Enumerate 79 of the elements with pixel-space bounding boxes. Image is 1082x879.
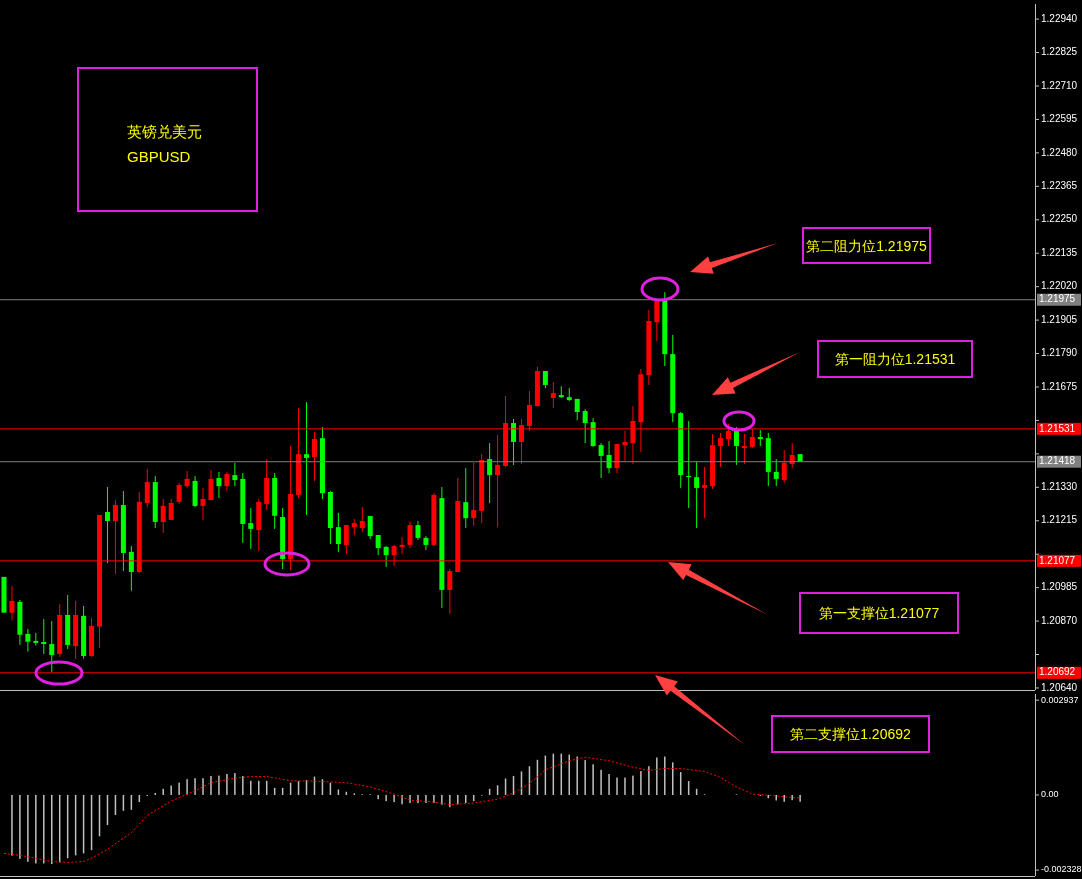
candlestick xyxy=(407,521,413,549)
candlestick xyxy=(383,545,389,568)
y-tick-label: 0.00 xyxy=(1041,789,1059,800)
candlestick xyxy=(359,506,365,533)
candlestick xyxy=(216,471,222,499)
y-tick-label: 1.21675 xyxy=(1041,380,1078,392)
y-tick-label: 1.22365 xyxy=(1041,179,1078,191)
y-tick-label: 1.21905 xyxy=(1041,313,1078,325)
line-series xyxy=(3,756,801,863)
candlestick xyxy=(184,470,190,489)
candlestick xyxy=(702,466,708,519)
candlestick xyxy=(733,426,739,466)
candlestick xyxy=(367,515,373,540)
y-tick-label: 1.22710 xyxy=(1041,79,1078,91)
y-tick-label: 1.21330 xyxy=(1041,480,1078,492)
ref-line-label: 1.21077 xyxy=(1039,554,1076,566)
annotation: 第一支撑位1.21077 xyxy=(818,605,940,621)
candlestick xyxy=(781,449,787,484)
y-tick-label: 1.21790 xyxy=(1041,347,1078,359)
candlestick xyxy=(495,434,501,528)
y-tick-label: 1.20985 xyxy=(1041,581,1078,593)
candlestick xyxy=(208,469,214,501)
candlestick xyxy=(232,462,238,487)
y-tick-label: 1.22940 xyxy=(1041,12,1078,24)
candlestick xyxy=(248,507,254,550)
candlestick xyxy=(375,534,381,556)
candlestick xyxy=(335,512,341,553)
candlestick xyxy=(463,467,469,529)
candlestick xyxy=(168,498,174,521)
candlestick xyxy=(200,487,206,521)
candlestick xyxy=(471,462,477,527)
ref-line-label: 1.20692 xyxy=(1039,666,1076,678)
candlestick xyxy=(144,468,150,508)
y-tick-label: 0.002937 xyxy=(1041,694,1079,705)
candlestick xyxy=(41,618,47,655)
candlestick xyxy=(487,442,493,504)
candlestick xyxy=(773,458,779,487)
candlestick xyxy=(598,442,604,479)
candlestick xyxy=(694,461,700,529)
y-tick-label: -0.002328 xyxy=(1041,864,1082,875)
candlestick xyxy=(582,408,588,444)
candlestick xyxy=(550,381,556,409)
candlestick xyxy=(415,520,421,541)
candlestick xyxy=(160,498,166,534)
candlestick xyxy=(49,620,55,673)
text: 英镑兑美元 xyxy=(127,123,202,140)
y-tick-label: 1.22135 xyxy=(1041,246,1078,258)
candlestick xyxy=(311,431,317,482)
annotation: 第二阻力位1.21975 xyxy=(806,237,928,254)
candlestick xyxy=(128,545,134,592)
ref-line-label: 1.21531 xyxy=(1039,422,1076,434)
text: GBPUSD xyxy=(127,148,191,165)
candlestick xyxy=(343,524,349,555)
candlestick xyxy=(224,471,230,492)
y-tick-label: 1.20870 xyxy=(1041,614,1078,626)
candlestick xyxy=(176,482,182,505)
candlestick xyxy=(654,298,660,342)
candlestick xyxy=(423,535,429,551)
y-tick-label: 1.22480 xyxy=(1041,146,1078,158)
y-tick-label: 1.22250 xyxy=(1041,213,1078,225)
candlestick xyxy=(9,585,15,621)
y-tick-label: 1.22595 xyxy=(1041,113,1078,125)
y-tick-label: 1.22825 xyxy=(1041,46,1078,58)
ref-line-label: 1.21418 xyxy=(1039,455,1076,467)
y-tick-label: 1.20640 xyxy=(1041,681,1078,693)
ref-line-label: 1.21975 xyxy=(1039,293,1076,305)
candlestick xyxy=(590,417,596,448)
y-tick-label: 1.22020 xyxy=(1041,280,1078,292)
candlestick xyxy=(718,432,724,468)
annotation: 第二支撑位1.20692 xyxy=(790,726,912,742)
candlestick xyxy=(741,433,747,465)
candlestick xyxy=(25,628,31,653)
candlestick xyxy=(399,536,405,555)
candlestick xyxy=(447,568,453,615)
y-tick-label: 1.21215 xyxy=(1041,514,1078,526)
candlestick xyxy=(304,401,310,516)
candlestick xyxy=(104,486,110,564)
candlestick xyxy=(606,440,612,474)
annotation: 第一阻力位1.21531 xyxy=(834,351,956,367)
